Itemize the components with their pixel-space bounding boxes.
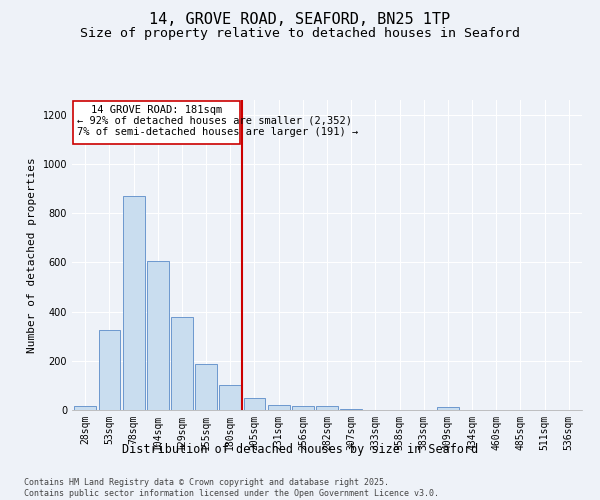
Bar — [195, 364, 217, 410]
Text: 7% of semi-detached houses are larger (191) →: 7% of semi-detached houses are larger (1… — [77, 127, 358, 137]
Bar — [98, 330, 121, 410]
Bar — [74, 406, 96, 410]
Text: Contains HM Land Registry data © Crown copyright and database right 2025.
Contai: Contains HM Land Registry data © Crown c… — [24, 478, 439, 498]
Text: Distribution of detached houses by size in Seaford: Distribution of detached houses by size … — [122, 442, 478, 456]
Text: Size of property relative to detached houses in Seaford: Size of property relative to detached ho… — [80, 28, 520, 40]
Text: ← 92% of detached houses are smaller (2,352): ← 92% of detached houses are smaller (2,… — [77, 116, 352, 126]
Bar — [171, 316, 193, 410]
Bar — [123, 196, 145, 410]
Bar — [268, 404, 290, 410]
Bar — [220, 386, 241, 410]
Bar — [147, 261, 169, 410]
Bar — [437, 407, 459, 410]
Text: 14, GROVE ROAD, SEAFORD, BN25 1TP: 14, GROVE ROAD, SEAFORD, BN25 1TP — [149, 12, 451, 28]
Bar — [316, 406, 338, 410]
Bar — [340, 409, 362, 410]
Text: 14 GROVE ROAD: 181sqm: 14 GROVE ROAD: 181sqm — [91, 105, 222, 115]
Y-axis label: Number of detached properties: Number of detached properties — [27, 157, 37, 353]
Bar — [244, 398, 265, 410]
Bar — [292, 406, 314, 410]
Bar — [73, 101, 240, 144]
